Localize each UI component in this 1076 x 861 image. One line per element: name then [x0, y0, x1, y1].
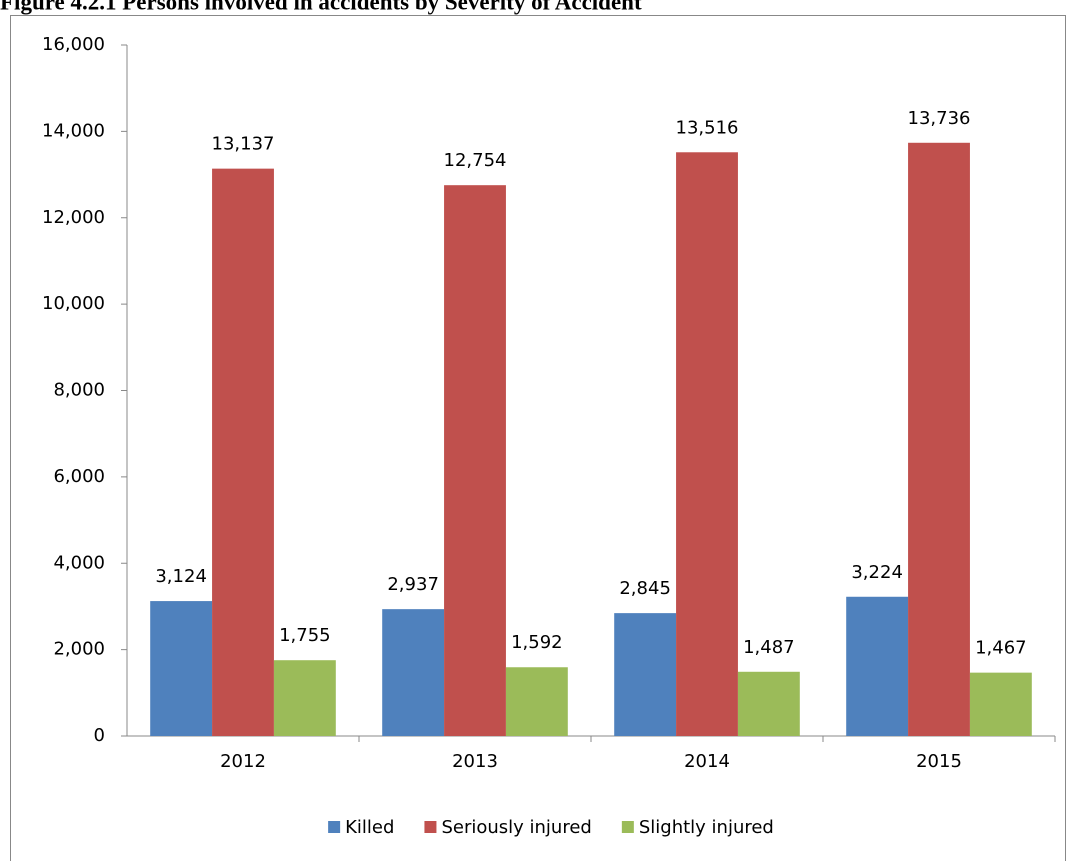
- data-label: 2,845: [619, 578, 671, 599]
- bar: [614, 613, 677, 736]
- y-tick-label: 16,000: [42, 34, 105, 55]
- bar: [676, 152, 738, 736]
- data-label: 1,592: [511, 632, 563, 653]
- legend-label: Slightly injured: [639, 817, 774, 838]
- x-tick-label: 2014: [684, 751, 730, 772]
- y-tick-label: 10,000: [42, 293, 105, 314]
- bar: [846, 596, 909, 736]
- bar: [505, 667, 568, 736]
- y-tick-label: 6,000: [53, 466, 105, 487]
- x-tick-label: 2012: [220, 751, 266, 772]
- legend-swatch: [328, 821, 341, 833]
- y-tick-label: 8,000: [53, 380, 105, 401]
- legend-label: Killed: [345, 817, 394, 838]
- data-label: 2,937: [387, 574, 439, 595]
- data-label: 1,755: [279, 625, 331, 646]
- x-tick-label: 2013: [452, 751, 498, 772]
- bar: [212, 168, 274, 736]
- legend-swatch: [621, 821, 634, 833]
- data-label: 3,124: [155, 566, 207, 587]
- bar: [150, 601, 213, 736]
- bar: [382, 609, 445, 736]
- y-tick-label: 4,000: [53, 552, 105, 573]
- bar: [273, 660, 336, 736]
- chart-title: Figure 4.2.1 Persons involved in acciden…: [0, 0, 642, 14]
- y-tick-label: 0: [94, 725, 105, 746]
- bar: [969, 672, 1032, 736]
- data-label: 13,137: [212, 134, 275, 155]
- y-tick-label: 12,000: [42, 207, 105, 228]
- x-tick-label: 2015: [916, 751, 962, 772]
- bar: [444, 185, 506, 736]
- data-label: 13,736: [908, 108, 971, 129]
- data-label: 3,224: [851, 562, 903, 583]
- y-tick-label: 14,000: [42, 120, 105, 141]
- data-label: 1,467: [975, 638, 1027, 659]
- bar: [737, 671, 800, 736]
- data-label: 13,516: [676, 117, 739, 138]
- data-label: 1,487: [743, 637, 795, 658]
- data-label: 12,754: [444, 150, 507, 171]
- legend-label: Seriously injured: [441, 817, 591, 838]
- legend-swatch: [424, 821, 437, 833]
- bar: [908, 142, 970, 737]
- y-tick-label: 2,000: [53, 639, 105, 660]
